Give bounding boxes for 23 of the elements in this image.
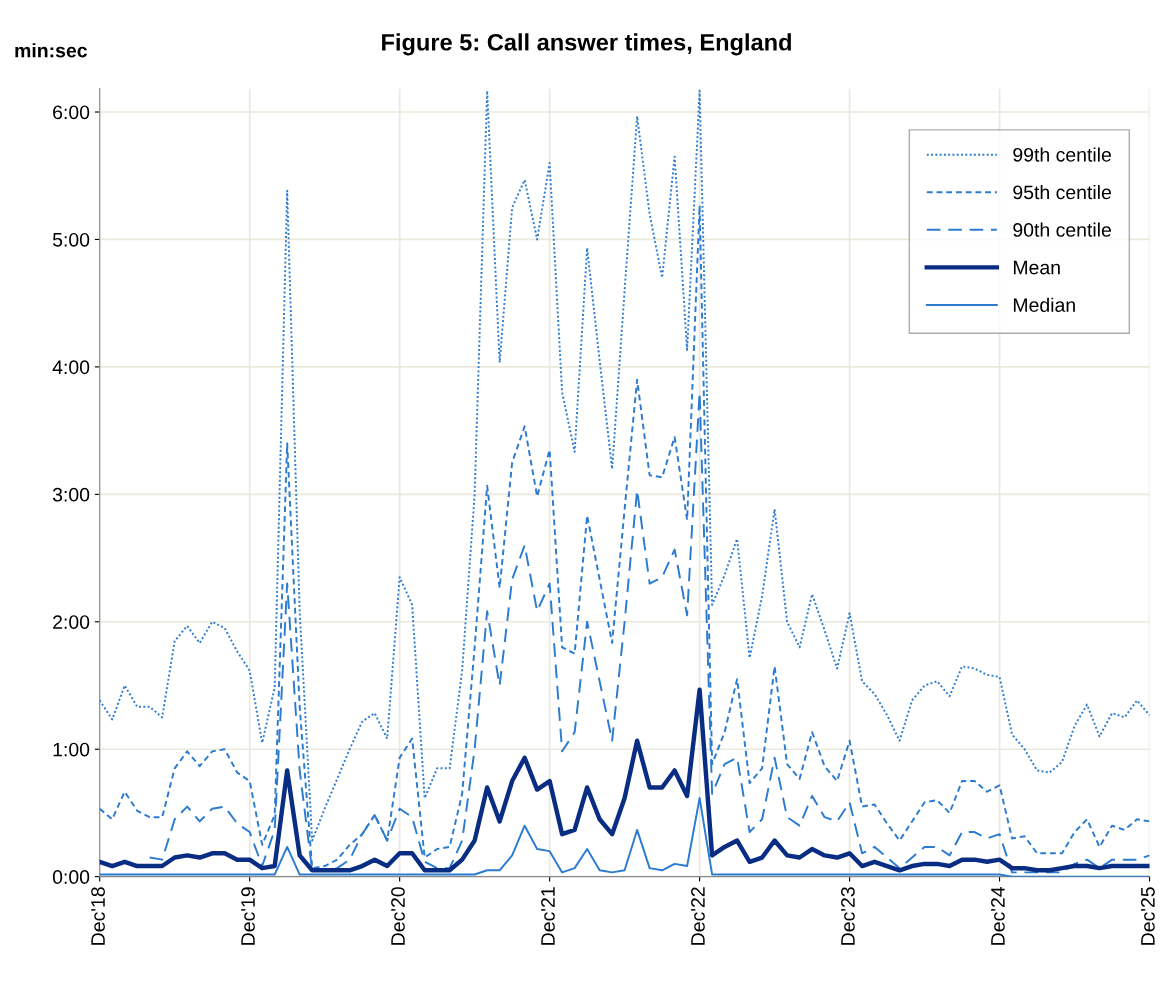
y-tick-label: 3:00 [52, 487, 90, 502]
y-tick-label: 1:00 [53, 742, 90, 757]
x-tick-label: Dec'18 [91, 887, 105, 945]
x-tick-label: Dec'25 [1140, 887, 1155, 945]
y-axis-title: min:sec [15, 43, 87, 58]
x-tick-label: Dec'23 [841, 887, 855, 945]
legend-label: 99th centile [1013, 147, 1111, 162]
y-tick-label: 0:00 [52, 870, 90, 884]
x-tick-label: Dec'19 [241, 887, 255, 945]
x-tick-label: Dec'20 [391, 887, 405, 945]
x-tick-label: Dec'21 [541, 887, 555, 945]
y-tick-label: 2:00 [53, 615, 90, 630]
y-tick-label: 6:00 [53, 105, 90, 120]
legend-label: Mean [1013, 260, 1060, 275]
line-series [99, 687, 1150, 873]
y-tick-label: 4:00 [52, 360, 90, 375]
legend-label: 95th centile [1013, 184, 1111, 200]
chart-title: Figure 5: Call answer times, England [382, 33, 791, 56]
y-tick-label: 5:00 [52, 232, 90, 247]
x-tick-label: Dec'24 [991, 886, 1005, 945]
legend-label: Median [1013, 297, 1075, 312]
x-tick-label: Dec'22 [691, 887, 705, 945]
legend-label: 90th centile [1013, 222, 1111, 237]
